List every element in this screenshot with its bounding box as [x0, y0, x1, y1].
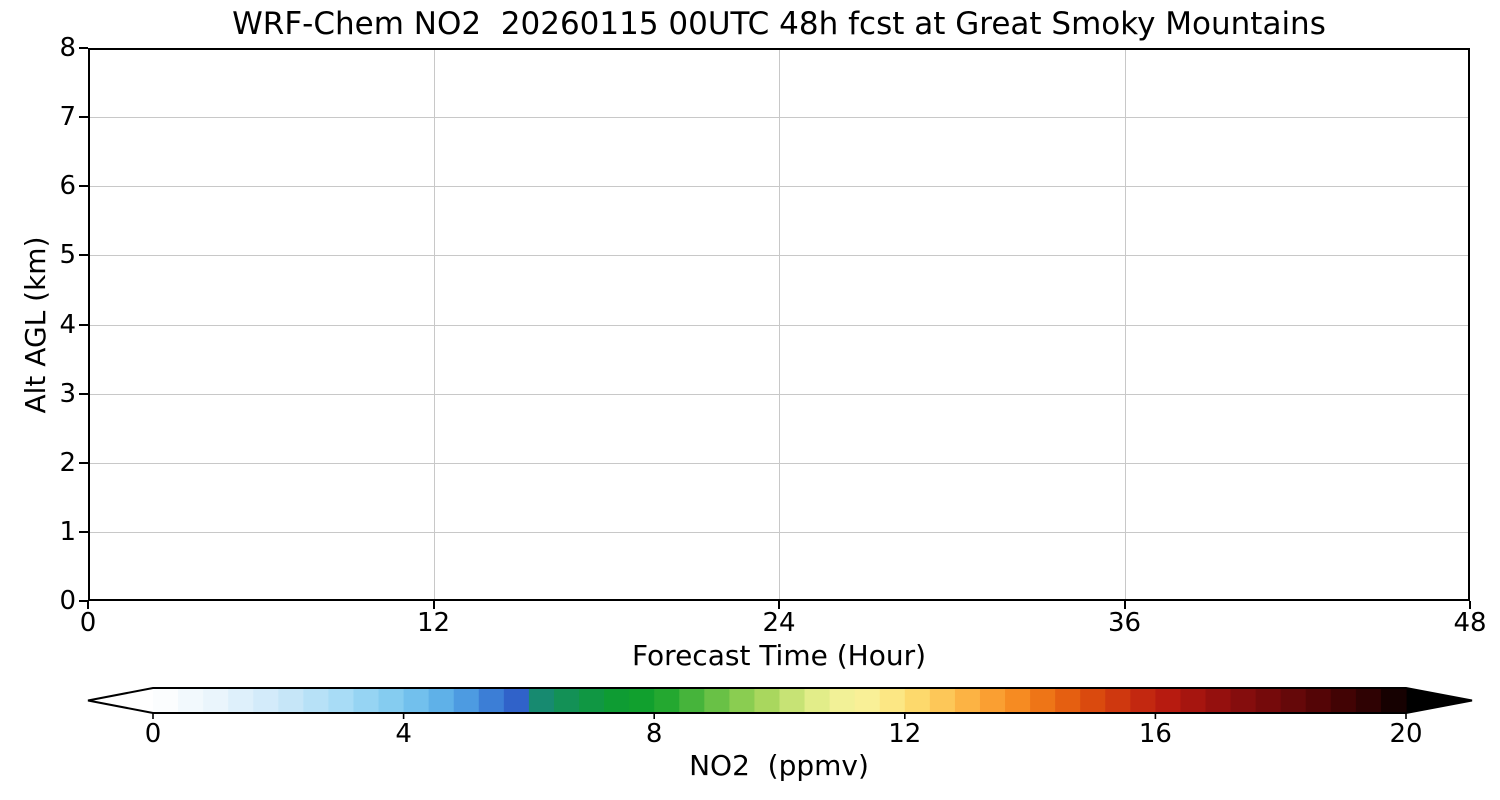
x-tick-label: 36 — [1107, 608, 1142, 638]
y-tick-mark — [79, 323, 88, 326]
colorbar-segment — [1130, 688, 1156, 713]
x-tick-mark — [1469, 601, 1471, 609]
colorbar-segment — [1030, 688, 1056, 713]
colorbar-segment — [879, 688, 906, 713]
colorbar-segment — [1205, 688, 1232, 713]
colorbar-segment — [1155, 688, 1182, 713]
colorbar-segment — [954, 688, 981, 713]
colorbar-segment — [553, 688, 580, 713]
colorbar-tick-label: 0 — [144, 719, 162, 749]
colorbar-segment — [1105, 688, 1131, 713]
colorbar-segment — [979, 688, 1006, 713]
colorbar-segment — [278, 688, 304, 713]
gridline-vertical — [433, 50, 435, 599]
plot-area — [88, 48, 1470, 601]
y-tick-label: 1 — [59, 516, 76, 547]
colorbar-segment — [1380, 688, 1407, 713]
colorbar-tick-label: 20 — [1389, 719, 1423, 749]
colorbar-tick-label: 12 — [888, 719, 922, 749]
colorbar-segment — [1180, 688, 1207, 713]
y-tick-label: 2 — [59, 447, 76, 478]
colorbar-segment — [1330, 688, 1357, 713]
colorbar-segment — [528, 688, 555, 713]
y-tick-label: 4 — [59, 309, 76, 340]
y-tick-mark — [79, 116, 88, 119]
colorbar-segment — [1055, 688, 1081, 713]
colorbar-segment — [228, 688, 254, 713]
y-axis-label: Alt AGL (km) — [19, 236, 52, 414]
colorbar-segment — [203, 688, 229, 713]
colorbar-segment — [854, 688, 881, 713]
colorbar-segment — [904, 688, 931, 713]
colorbar-segment — [1280, 688, 1307, 713]
colorbar-segment — [253, 688, 279, 713]
x-tick-label: 0 — [79, 608, 97, 638]
y-tick-mark — [79, 461, 88, 464]
colorbar-segment — [604, 688, 630, 713]
y-tick-label: 6 — [59, 171, 76, 202]
colorbar-segment — [654, 688, 680, 713]
colorbar-segment — [1005, 688, 1031, 713]
y-tick-mark — [79, 47, 88, 49]
colorbar-segment — [1355, 688, 1382, 713]
colorbar-tick-label: 4 — [395, 719, 412, 749]
y-tick-mark — [79, 600, 88, 602]
y-tick-mark — [79, 530, 88, 533]
colorbar-segment — [1230, 688, 1257, 713]
x-axis-label: Forecast Time (Hour) — [631, 639, 927, 672]
colorbar-segment — [428, 688, 455, 713]
gridline-vertical — [779, 50, 780, 599]
gridline-vertical — [1124, 50, 1126, 599]
colorbar-tick-label: 16 — [1138, 719, 1172, 749]
colorbar-segment — [929, 688, 956, 713]
colorbar-segment — [804, 688, 831, 713]
colorbar-segment — [1255, 688, 1282, 713]
colorbar-segment — [453, 688, 480, 713]
colorbar-segment — [754, 688, 781, 713]
x-tick-label: 24 — [762, 608, 796, 638]
colorbar-segment — [503, 688, 530, 713]
x-tick-mark — [87, 601, 89, 609]
colorbar-segment — [403, 688, 430, 713]
colorbar — [87, 687, 1473, 719]
colorbar-under-arrow — [88, 688, 153, 713]
colorbar-segment — [779, 688, 806, 713]
colorbar-segment — [579, 688, 605, 713]
colorbar-segment — [353, 688, 380, 713]
y-tick-label: 8 — [59, 33, 76, 63]
x-tick-mark — [432, 601, 435, 609]
colorbar-segment — [153, 688, 179, 713]
colorbar-segment — [829, 688, 856, 713]
x-tick-mark — [1123, 601, 1126, 609]
x-tick-label: 12 — [416, 608, 451, 638]
colorbar-over-arrow — [1406, 688, 1472, 713]
x-tick-label: 48 — [1453, 608, 1487, 638]
colorbar-segment — [178, 688, 204, 713]
y-tick-label: 5 — [59, 240, 76, 271]
colorbar-segment — [679, 688, 705, 713]
y-tick-label: 0 — [59, 586, 76, 616]
x-tick-mark — [778, 601, 780, 609]
colorbar-segment — [629, 688, 655, 713]
colorbar-tick-label: 8 — [645, 719, 663, 749]
colorbar-segment — [303, 688, 330, 713]
colorbar-segment — [1080, 688, 1106, 713]
y-tick-label: 7 — [59, 102, 76, 133]
colorbar-segment — [478, 688, 505, 713]
colorbar-segment — [328, 688, 355, 713]
colorbar-segment — [378, 688, 405, 713]
colorbar-segment — [704, 688, 730, 713]
colorbar-segment — [729, 688, 756, 713]
colorbar-segment — [1305, 688, 1332, 713]
y-tick-mark — [79, 185, 88, 188]
y-tick-mark — [79, 392, 88, 395]
y-tick-mark — [79, 254, 88, 257]
colorbar-label: NO2 (ppmv) — [689, 749, 869, 782]
y-tick-label: 3 — [59, 378, 76, 409]
chart-title: WRF-Chem NO2 20260115 00UTC 48h fcst at … — [232, 6, 1326, 42]
